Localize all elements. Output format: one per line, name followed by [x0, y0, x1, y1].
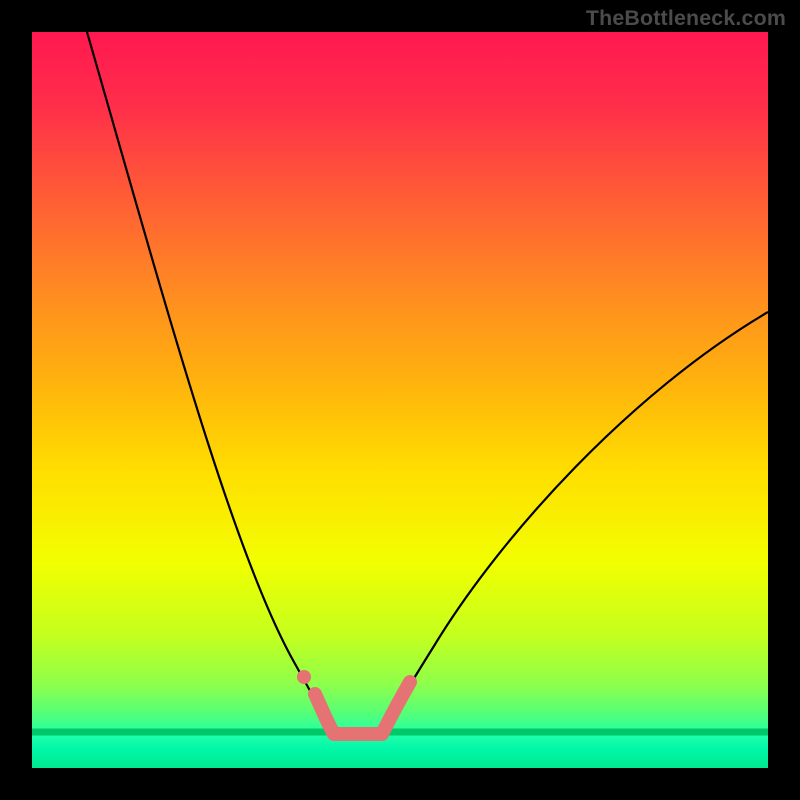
highlight-dot: [297, 670, 311, 684]
plot-area: [32, 32, 768, 768]
bottleneck-curve-right: [382, 312, 768, 734]
highlight-segment: [382, 682, 410, 734]
outer-frame: TheBottleneck.com: [0, 0, 800, 800]
bottleneck-curve-left: [87, 32, 332, 734]
watermark-text: TheBottleneck.com: [586, 6, 786, 31]
highlight-band: [315, 682, 410, 734]
chart-svg: [32, 32, 768, 768]
